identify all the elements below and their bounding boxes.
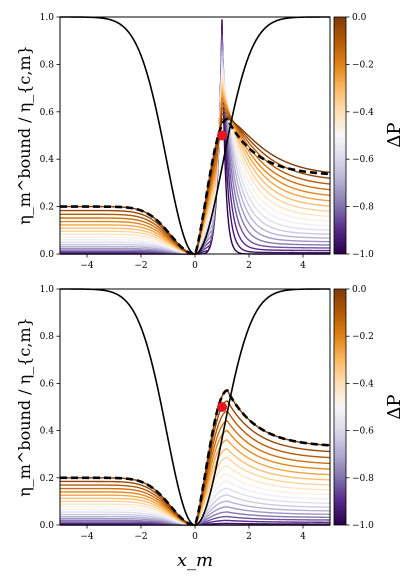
top-colorbar-tick-label: 0.0 [352,13,367,23]
bottom-y-tick-label: 1.0 [40,285,55,295]
bottom-y-tick-label: 0.4 [40,427,55,437]
top-y-axis-label: η_m^bound / η_{c,m} [15,45,34,225]
bottom-y-axis-label: η_m^bound / η_{c,m} [15,317,34,497]
top-colorbar-tick-label: −0.4 [352,108,374,118]
bottom-line-family [60,288,331,527]
top-family-curve [60,112,331,255]
top-x-tick-label: −4 [80,261,94,271]
top-x-tick-label: 4 [300,261,306,271]
top-family-curve [60,24,330,255]
top-black-dashed-curve [60,117,331,256]
bottom-x-tick-label: 4 [300,532,306,542]
top-y-tick-label: 0.0 [40,250,55,260]
top-family-curve [60,50,331,255]
top-colorbar-gradient [333,16,347,255]
bottom-colorbar-gradient [333,288,347,526]
top-axis-ticks: −4 −2 0 2 4 0.0 0.2 0.4 0.6 0.8 1.0 [40,13,306,271]
bottom-x-tick-label: −2 [134,532,147,542]
bottom-y-tick-label: 0.6 [40,379,55,389]
bottom-colorbar: 0.0 −0.2 −0.4 −0.6 −0.8 −1.0 [333,285,374,531]
top-family-curve [60,92,331,255]
top-family-curve [60,45,330,255]
top-x-tick-label: 0 [192,261,198,271]
top-red-marker [217,130,227,141]
bottom-colorbar-ticks: 0.0 −0.2 −0.4 −0.6 −0.8 −1.0 [346,285,374,531]
top-family-curve [60,29,330,255]
top-y-tick-label: 0.6 [40,108,55,118]
bottom-red-marker [217,402,227,412]
bottom-black-dashed-curve [60,389,331,527]
bottom-y-tick-label: 0.8 [40,332,55,342]
bottom-axes-frame [59,288,331,526]
top-line-family [60,16,331,256]
bottom-axis-ticks: −4 −2 0 2 4 0.0 0.2 0.4 0.6 0.8 1.0 [40,285,306,542]
bottom-y-tick-label: 0.0 [40,521,55,531]
top-colorbar: 0.0 −0.2 −0.4 −0.6 −0.8 −1.0 [333,13,374,260]
top-family-curve [60,87,331,255]
bottom-family-curve [60,410,331,526]
bottom-colorbar-tick-label: −0.8 [352,474,374,484]
bottom-x-tick-label: 2 [246,532,252,542]
top-x-tick-label: −2 [134,261,147,271]
bottom-panel: −4 −2 0 2 4 0.0 0.2 0.4 0.6 0.8 1.0 [40,285,331,542]
x-axis-label: x_m [177,550,213,571]
top-y-tick-label: 1.0 [40,13,55,23]
top-family-curve [60,19,330,255]
bottom-y-tick-label: 0.2 [40,474,54,484]
top-colorbar-tick-label: −0.2 [352,60,374,70]
top-family-curve [60,66,331,255]
top-colorbar-ticks: 0.0 −0.2 −0.4 −0.6 −0.8 −1.0 [346,13,374,260]
bottom-colorbar-tick-label: −0.4 [352,379,374,389]
top-y-tick-label: 0.2 [40,203,54,213]
bottom-colorbar-tick-label: −0.6 [352,427,374,437]
top-panel: −4 −2 0 2 4 0.0 0.2 0.4 0.6 0.8 1.0 [40,13,331,271]
top-colorbar-tick-label: −0.8 [352,203,374,213]
bottom-colorbar-tick-label: −1.0 [352,521,374,531]
bottom-x-tick-label: −4 [80,532,94,542]
top-x-tick-label: 2 [246,261,252,271]
top-y-tick-label: 0.8 [40,60,55,70]
bottom-black-solid-curve [60,288,330,526]
top-colorbar-label: ΔP [384,122,405,147]
bottom-colorbar-tick-label: −0.2 [352,332,374,342]
bottom-colorbar-label: ΔP [384,394,405,419]
bottom-colorbar-tick-label: 0.0 [352,285,367,295]
top-colorbar-tick-label: −1.0 [352,250,374,260]
top-colorbar-tick-label: −0.6 [352,155,374,165]
top-y-tick-label: 0.4 [40,155,55,165]
bottom-x-tick-label: 0 [192,532,198,542]
